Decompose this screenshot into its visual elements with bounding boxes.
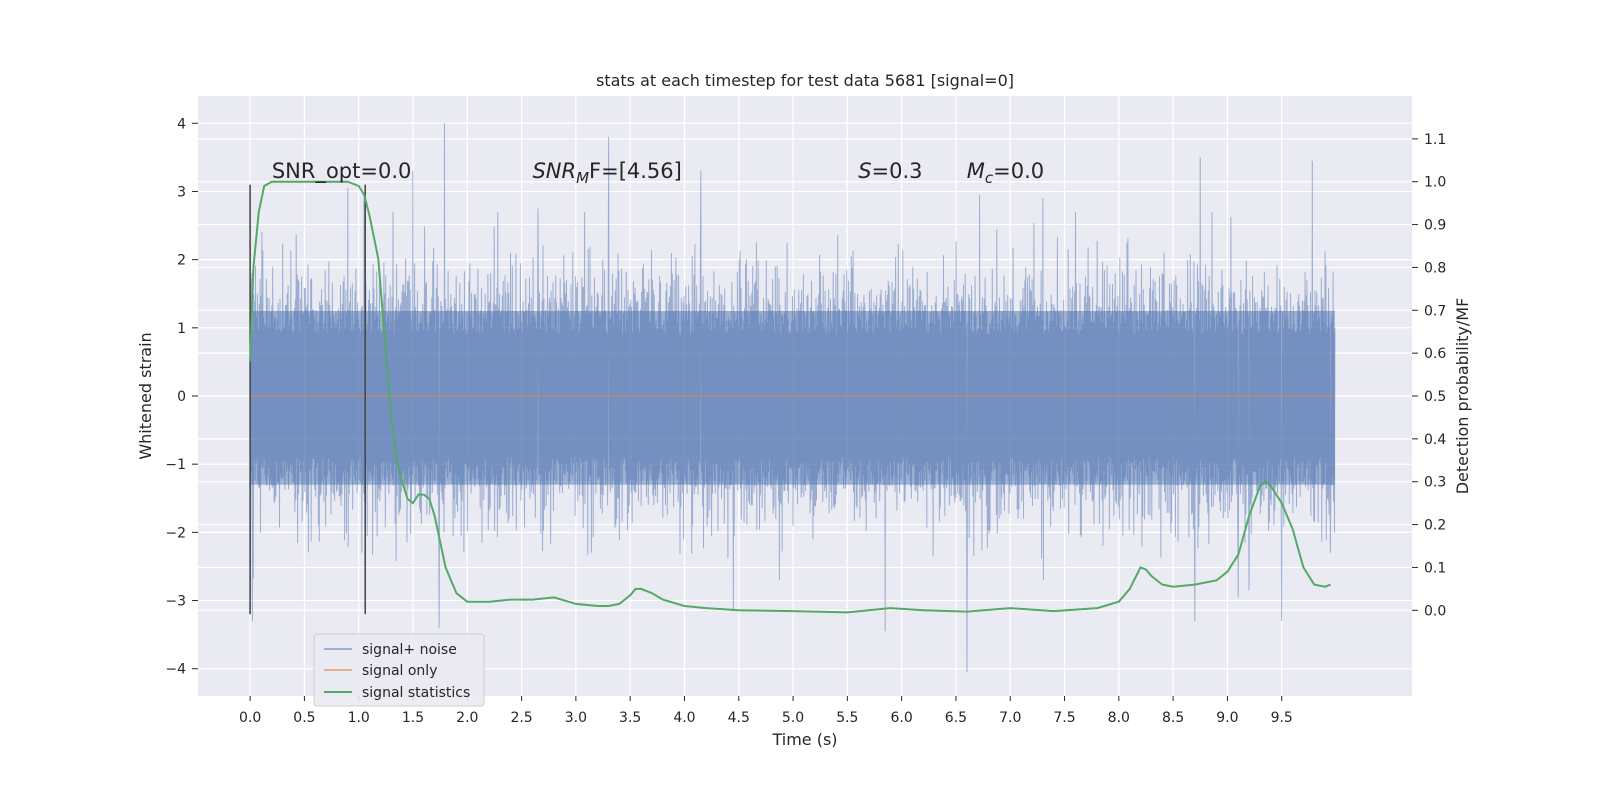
annotation-1: SNRMF=[4.56] bbox=[532, 159, 681, 187]
y2-tick-label-0: 0.0 bbox=[1424, 603, 1446, 619]
x-tick-label-13: 6.5 bbox=[945, 710, 967, 726]
x-tick-label-16: 8.0 bbox=[1108, 710, 1130, 726]
y-axis-right: 0.0 0.1 0.2 0.3 0.4 0.5 0.6 0.7 0.8 0.9 1.0 1.1 bbox=[1412, 132, 1446, 619]
chart-title: stats at each timestep for test data 568… bbox=[596, 71, 1014, 90]
annotation-0: SNR_opt=0.0 bbox=[272, 159, 412, 184]
legend-label-signal-only: signal only bbox=[362, 663, 437, 679]
x-tick-label-19: 9.5 bbox=[1271, 710, 1293, 726]
y2-tick-label-2: 0.2 bbox=[1424, 518, 1446, 534]
y-tick-label-7: 3 bbox=[177, 184, 186, 200]
y2-tick-label-8: 0.8 bbox=[1424, 260, 1446, 276]
y-tick-label-2: −2 bbox=[165, 525, 186, 541]
y2-tick-label-10: 1.0 bbox=[1424, 175, 1446, 191]
x-tick-label-7: 3.5 bbox=[619, 710, 641, 726]
legend: signal+ noise signal only signal statist… bbox=[313, 633, 485, 707]
x-axis-label: Time (s) bbox=[771, 730, 837, 749]
x-tick-label-3: 1.5 bbox=[402, 710, 424, 726]
y-tick-label-8: 4 bbox=[177, 116, 186, 132]
x-tick-label-4: 2.0 bbox=[456, 710, 478, 726]
y-tick-label-0: −4 bbox=[165, 662, 186, 678]
x-tick-label-11: 5.5 bbox=[836, 710, 858, 726]
signal-statistics-line bbox=[249, 180, 1331, 614]
y2-tick-label-5: 0.5 bbox=[1424, 389, 1446, 405]
y2-tick-label-1: 0.1 bbox=[1424, 560, 1446, 576]
annotation-3: Mc=0.0 bbox=[967, 159, 1044, 187]
annotation-2: S=0.3 bbox=[858, 159, 922, 183]
x-tick-label-17: 8.5 bbox=[1162, 710, 1184, 726]
y-tick-label-5: 1 bbox=[177, 321, 186, 337]
x-tick-label-5: 2.5 bbox=[510, 710, 532, 726]
legend-label-signal-noise: signal+ noise bbox=[362, 642, 457, 658]
x-axis: 0.0 0.5 1.0 1.5 2.0 2.5 3.0 3.5 4.0 4.5 5.0 5.5 6.0 6… bbox=[239, 696, 1293, 726]
y-axis-left: −4 −3 −2 −1 0 1 2 3 4 bbox=[165, 116, 198, 678]
x-tick-label-0: 0.0 bbox=[239, 710, 261, 726]
x-tick-label-12: 6.0 bbox=[891, 710, 913, 726]
legend-label-signal-statistics: signal statistics bbox=[362, 685, 470, 701]
y-tick-label-3: −1 bbox=[165, 457, 186, 473]
signal-noise-line bbox=[249, 123, 1336, 673]
x-tick-label-2: 1.0 bbox=[348, 710, 370, 726]
y-tick-label-6: 2 bbox=[177, 253, 186, 269]
series-lines bbox=[249, 180, 1335, 615]
y2-tick-label-6: 0.6 bbox=[1424, 346, 1446, 362]
y2-axis-label: Detection probability/MF bbox=[1453, 298, 1472, 495]
y-tick-label-1: −3 bbox=[165, 594, 186, 610]
series-signal-noise bbox=[249, 123, 1336, 673]
annotations: SNR_opt=0.0 SNRMF=[4.56] S=0.3 Mc=0.0 bbox=[272, 159, 1044, 187]
y-tick-label-4: 0 bbox=[177, 389, 186, 405]
y2-tick-label-7: 0.7 bbox=[1424, 303, 1446, 319]
x-tick-label-10: 5.0 bbox=[782, 710, 804, 726]
x-tick-label-18: 9.0 bbox=[1216, 710, 1238, 726]
x-tick-label-9: 4.5 bbox=[728, 710, 750, 726]
x-tick-label-6: 3.0 bbox=[565, 710, 587, 726]
legend-box bbox=[313, 633, 485, 707]
y2-tick-label-4: 0.4 bbox=[1424, 432, 1446, 448]
y-axis-label: Whitened strain bbox=[136, 332, 155, 459]
x-tick-label-15: 7.5 bbox=[1053, 710, 1075, 726]
x-tick-label-14: 7.0 bbox=[999, 710, 1021, 726]
x-tick-label-8: 4.0 bbox=[673, 710, 695, 726]
y2-tick-label-3: 0.3 bbox=[1424, 475, 1446, 491]
x-tick-label-1: 0.5 bbox=[293, 710, 315, 726]
y2-tick-label-9: 0.9 bbox=[1424, 218, 1446, 234]
y2-tick-label-11: 1.1 bbox=[1424, 132, 1446, 148]
